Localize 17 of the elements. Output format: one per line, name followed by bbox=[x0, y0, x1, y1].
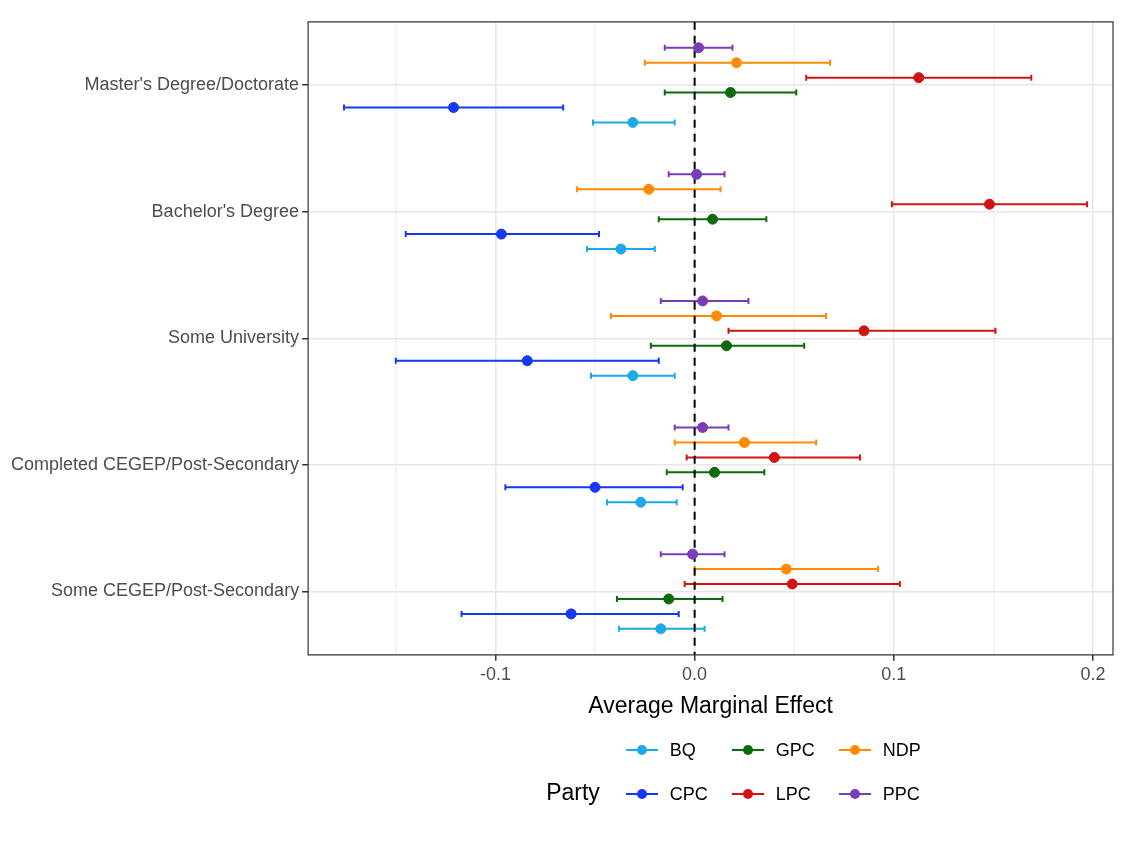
legend-label: LPC bbox=[775, 783, 811, 805]
legend-title: Party bbox=[546, 778, 600, 806]
legend-label: CPC bbox=[669, 783, 708, 805]
x-tick-label: 0.0 bbox=[682, 663, 708, 684]
x-tick-label: 0.2 bbox=[1080, 663, 1106, 684]
legend-label: GPC bbox=[775, 739, 815, 761]
x-axis-title: Average Marginal Effect bbox=[588, 691, 834, 718]
legend-label: PPC bbox=[882, 783, 920, 805]
y-tick-label: Bachelor's Degree bbox=[151, 200, 300, 221]
y-tick-label: Completed CEGEP/Post-Secondary bbox=[10, 453, 300, 474]
x-tick-label: 0.1 bbox=[881, 663, 907, 684]
legend-label: NDP bbox=[882, 739, 921, 761]
x-tick-label: -0.1 bbox=[479, 663, 511, 684]
y-tick-label: Some University bbox=[168, 327, 300, 348]
y-tick-label: Master's Degree/Doctorate bbox=[84, 74, 300, 95]
y-tick-label: Some CEGEP/Post-Secondary bbox=[51, 580, 300, 601]
legend-label: BQ bbox=[669, 739, 696, 761]
